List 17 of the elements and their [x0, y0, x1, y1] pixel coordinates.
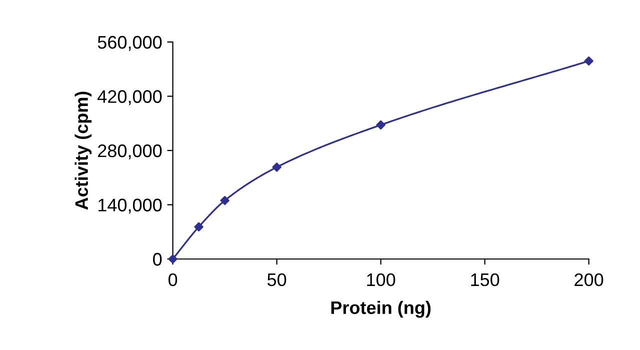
point	[220, 196, 230, 206]
y-tick-label: 280,000	[98, 144, 162, 160]
x-tick-label: 100	[367, 273, 396, 286]
y-tick-label: 560,000	[98, 36, 162, 51]
x-tick-label: 150	[471, 273, 500, 286]
y-axis-title: Activity (cpm)	[74, 92, 92, 210]
point	[376, 120, 386, 130]
y-tick-label: 140,000	[98, 198, 162, 214]
x-tick-label: 200	[574, 273, 604, 286]
x-tick-label: 50	[267, 273, 286, 286]
point	[194, 222, 204, 232]
point	[272, 162, 282, 172]
x-axis-title: Protein (ng)	[331, 300, 431, 318]
point	[584, 56, 594, 66]
y-tick-label: 0	[153, 252, 162, 266]
y-tick-label: 420,000	[98, 90, 162, 106]
x-tick-label: 0	[168, 273, 178, 286]
